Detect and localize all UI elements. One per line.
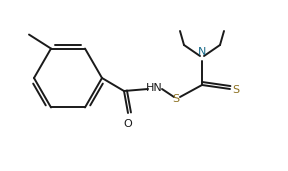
Text: N: N [198,47,206,57]
Text: S: S [173,94,179,104]
Text: S: S [232,85,240,95]
Text: O: O [124,119,132,129]
Text: HN: HN [146,83,162,93]
